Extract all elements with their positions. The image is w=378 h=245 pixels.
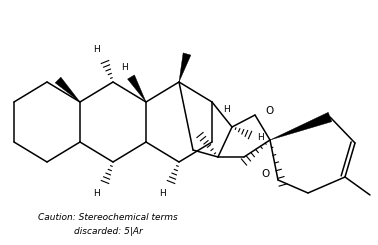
Polygon shape bbox=[55, 77, 80, 102]
Text: discarded: 5|Ar: discarded: 5|Ar bbox=[74, 226, 143, 235]
Text: H: H bbox=[94, 46, 101, 54]
Text: O: O bbox=[262, 169, 270, 179]
Text: O: O bbox=[265, 106, 273, 116]
Text: H: H bbox=[257, 133, 263, 142]
Text: H: H bbox=[160, 189, 166, 198]
Polygon shape bbox=[127, 75, 146, 102]
Text: H: H bbox=[94, 189, 101, 198]
Text: H: H bbox=[224, 106, 230, 114]
Polygon shape bbox=[179, 53, 191, 82]
Text: H: H bbox=[121, 62, 127, 72]
Text: Caution: Stereochemical terms: Caution: Stereochemical terms bbox=[38, 212, 178, 221]
Polygon shape bbox=[270, 112, 332, 140]
